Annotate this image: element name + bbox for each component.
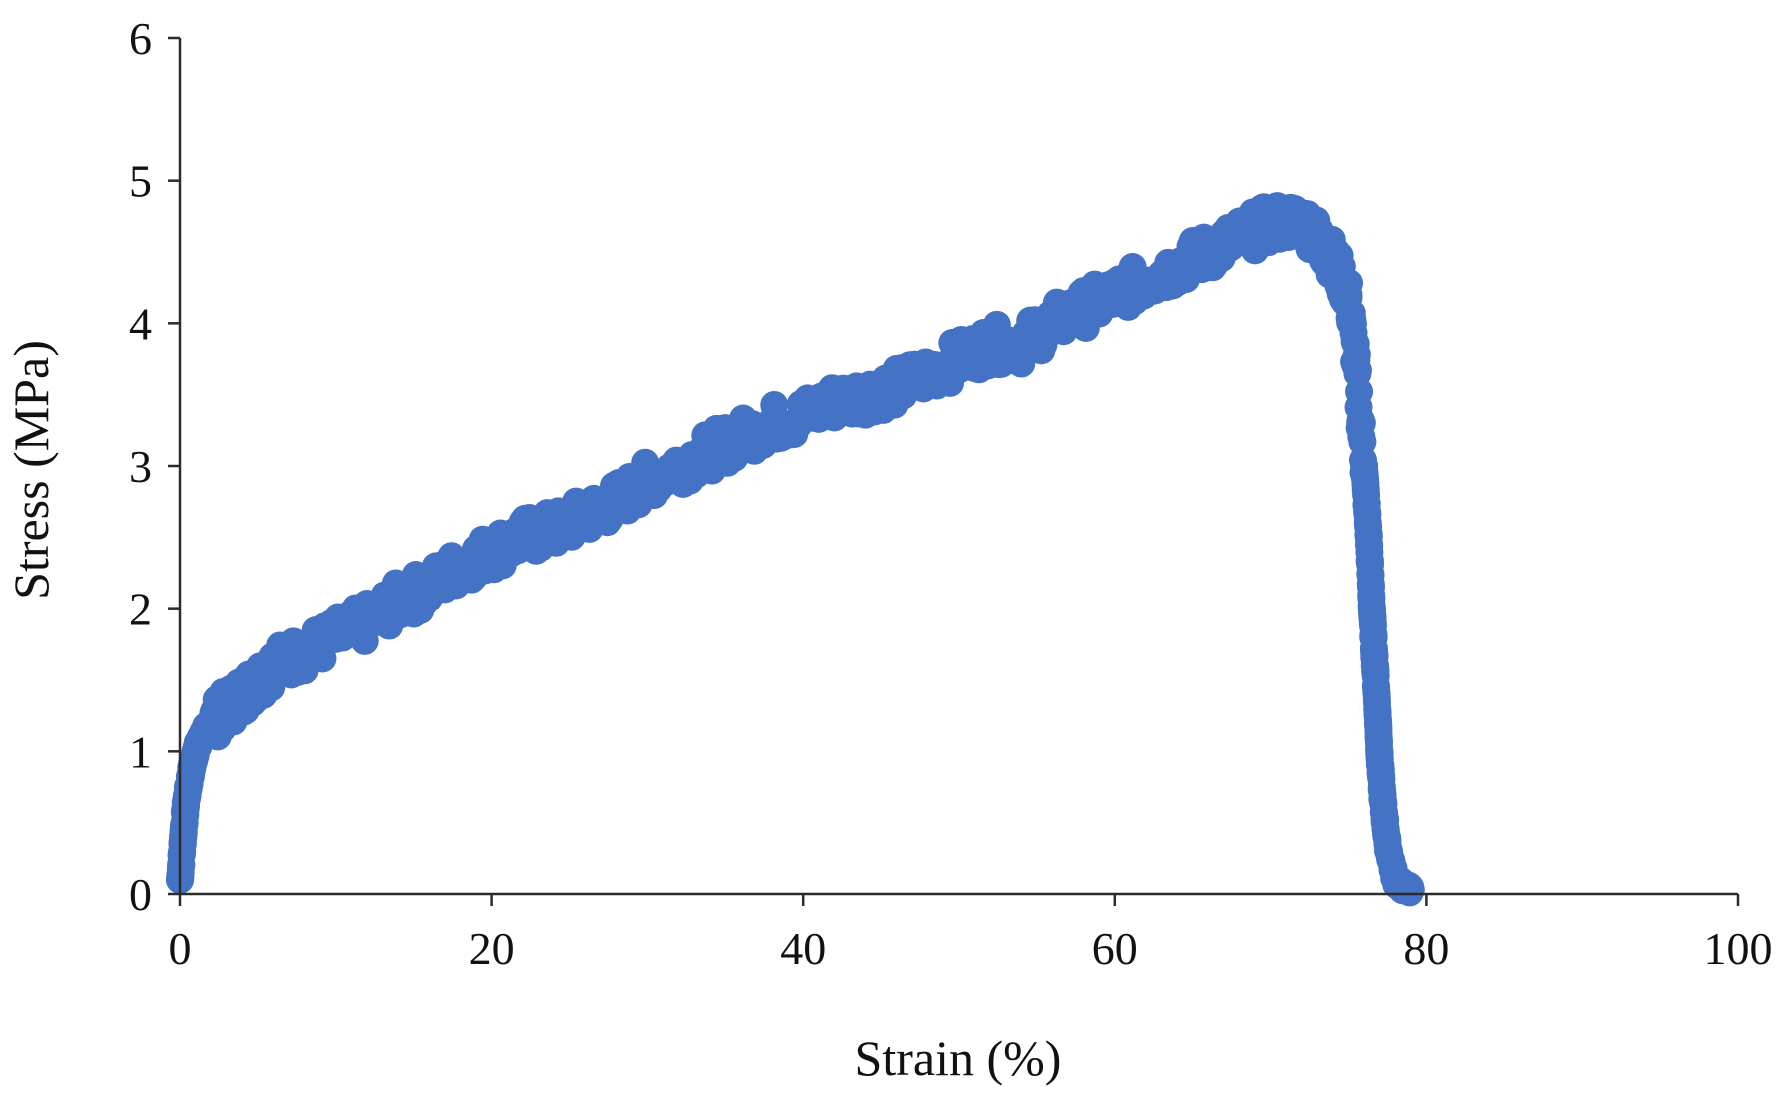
x-tick-label: 0 xyxy=(169,923,192,974)
x-tick-label: 20 xyxy=(469,923,515,974)
data-point xyxy=(820,387,849,416)
data-point xyxy=(726,423,755,452)
y-tick-label: 0 xyxy=(129,869,152,920)
x-tick-label: 100 xyxy=(1704,923,1773,974)
data-point xyxy=(508,523,537,552)
y-axis-title: Stress (MPa) xyxy=(3,340,59,600)
data-point xyxy=(882,373,911,402)
data-point xyxy=(695,437,724,466)
data-point xyxy=(1357,594,1386,623)
data-point xyxy=(789,402,818,431)
data-point xyxy=(1373,830,1402,859)
y-tick-label: 5 xyxy=(129,156,152,207)
data-point xyxy=(290,637,319,666)
x-tick-label: 60 xyxy=(1092,923,1138,974)
data-point xyxy=(352,608,381,637)
data-point xyxy=(259,651,288,680)
x-tick-label: 80 xyxy=(1403,923,1449,974)
data-point xyxy=(1360,651,1389,680)
axes xyxy=(178,38,1738,896)
data-point xyxy=(415,573,444,602)
data-point xyxy=(1368,787,1397,816)
data-point xyxy=(321,623,350,652)
data-point xyxy=(1225,223,1254,252)
data-point-fill xyxy=(1345,377,1374,406)
data-point xyxy=(1364,708,1393,737)
data-point xyxy=(633,466,662,495)
x-tick-label: 40 xyxy=(780,923,826,974)
data-point xyxy=(1163,252,1192,281)
y-tick-label: 3 xyxy=(129,441,152,492)
data-point xyxy=(1318,245,1347,274)
data-point xyxy=(1396,875,1425,904)
data-point xyxy=(176,758,205,787)
data-point xyxy=(1194,238,1223,266)
data-point xyxy=(664,452,693,480)
ticks: 0 20 40 60 80 100 0 1 2 3 4 5 6 xyxy=(129,13,1773,974)
data-point xyxy=(913,359,942,388)
data-point xyxy=(1100,280,1129,309)
data-point xyxy=(1256,209,1285,238)
data-point xyxy=(1365,744,1394,773)
data-point xyxy=(571,501,600,530)
data-point xyxy=(1334,280,1363,309)
y-tick-label: 4 xyxy=(129,298,152,349)
data-point xyxy=(1131,266,1160,295)
data-point xyxy=(976,330,1005,359)
data-point xyxy=(539,516,568,545)
data-point xyxy=(1007,330,1036,359)
data-points xyxy=(166,192,1425,907)
data-point xyxy=(602,487,631,516)
data-point xyxy=(169,822,198,851)
x-axis-title: Strain (%) xyxy=(855,1030,1062,1086)
data-point xyxy=(1303,223,1332,252)
data-point xyxy=(1350,452,1379,480)
y-tick-label: 6 xyxy=(129,13,152,64)
data-point xyxy=(384,587,413,616)
data-point xyxy=(1342,352,1371,381)
data-point xyxy=(172,787,201,816)
data-point xyxy=(1069,295,1098,324)
data-point xyxy=(477,537,506,566)
data-point xyxy=(1354,523,1383,552)
data-point xyxy=(1038,309,1067,338)
data-point xyxy=(851,380,880,409)
data-point xyxy=(945,345,973,373)
y-tick-label: 1 xyxy=(129,726,152,777)
y-tick-label: 2 xyxy=(129,584,152,635)
data-point xyxy=(758,409,787,438)
data-point xyxy=(446,551,475,580)
